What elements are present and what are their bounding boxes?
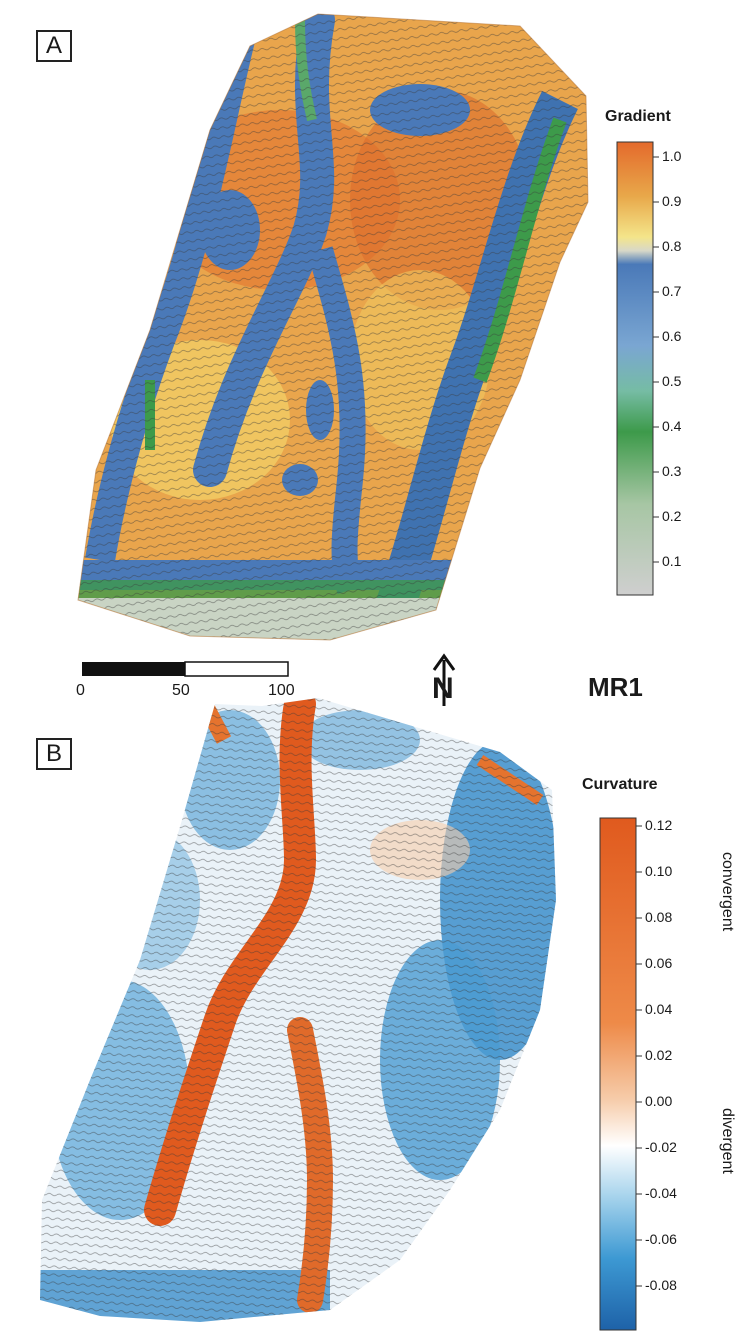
curvature-tick: -0.04 (645, 1185, 677, 1201)
gradient-colorbar (616, 141, 654, 596)
curvature-tick: -0.06 (645, 1231, 677, 1247)
curvature-map (40, 698, 556, 1322)
curvature-tick: 0.00 (645, 1093, 673, 1109)
curvature-tick: 0.02 (645, 1047, 673, 1063)
gradient-tick: 0.2 (662, 508, 682, 524)
gradient-tick: 0.7 (662, 283, 682, 299)
gradient-tick: 0.1 (662, 553, 682, 569)
scale-label: 50 (172, 682, 190, 699)
curvature-legend-title: Curvature (582, 776, 658, 793)
scale-bar (82, 661, 289, 677)
curvature-tick: 0.04 (645, 1001, 673, 1017)
curvature-tick: -0.02 (645, 1139, 677, 1155)
gradient-tick: 0.6 (662, 328, 682, 344)
scale-label: 100 (268, 682, 295, 699)
panel-b-label: B (36, 738, 72, 770)
north-arrow-icon (432, 653, 456, 706)
scale-label: 0 (76, 682, 85, 699)
curvature-tick: 0.06 (645, 955, 673, 971)
curvature-tick: 0.10 (645, 863, 673, 879)
gradient-tick: 0.9 (662, 193, 682, 209)
convergent-label: convergent (719, 852, 736, 932)
curvature-tick: -0.08 (645, 1277, 677, 1293)
gradient-legend-title: Gradient (605, 108, 671, 125)
panel-a-label: A (36, 30, 72, 62)
curvature-colorbar (599, 817, 637, 1331)
gradient-tick: 0.3 (662, 463, 682, 479)
north-label: N (432, 672, 454, 705)
gradient-tick: 0.8 (662, 238, 682, 254)
gradient-tick: 0.4 (662, 418, 682, 434)
site-label: MR1 (588, 672, 643, 702)
curvature-tick: 0.08 (645, 909, 673, 925)
curvature-tick: 0.12 (645, 817, 673, 833)
gradient-tick: 1.0 (662, 148, 682, 164)
gradient-map (77, 13, 589, 641)
gradient-tick: 0.5 (662, 373, 682, 389)
divergent-label: divergent (719, 1108, 736, 1174)
